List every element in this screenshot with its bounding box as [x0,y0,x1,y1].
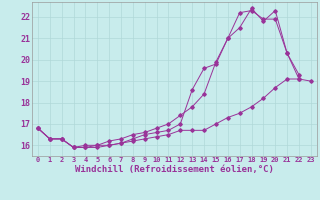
X-axis label: Windchill (Refroidissement éolien,°C): Windchill (Refroidissement éolien,°C) [75,165,274,174]
